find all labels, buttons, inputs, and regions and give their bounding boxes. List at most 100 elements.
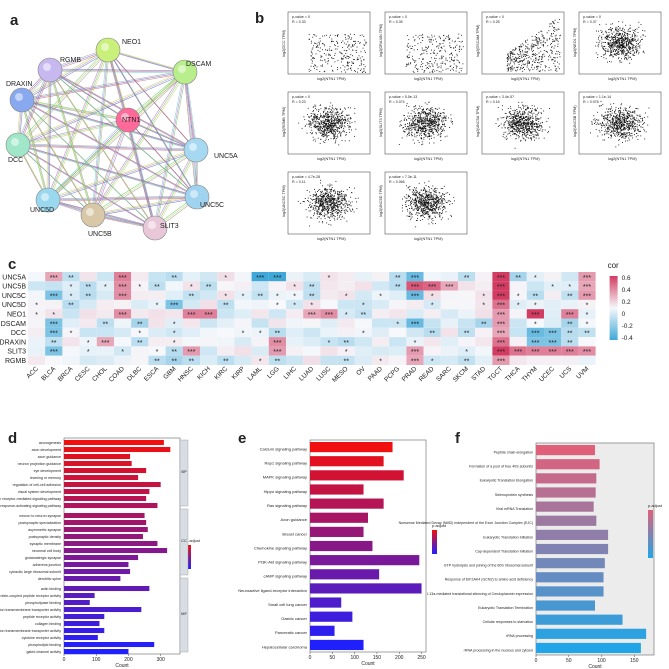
scatter-point (630, 37, 632, 39)
scatter-point (426, 117, 428, 119)
scatter-point (339, 210, 341, 212)
scatter-point (537, 119, 539, 121)
scatter-point (637, 129, 639, 131)
scatter-point (332, 122, 334, 124)
scatter-point (345, 38, 347, 40)
scatter-point (520, 44, 522, 46)
scatter-point (312, 139, 314, 141)
scatter-point (518, 124, 520, 126)
scatter-point (412, 122, 414, 124)
scatter-point (522, 123, 524, 125)
scatter-point (621, 42, 622, 44)
scatter-point (410, 48, 412, 50)
scatter-point (360, 51, 362, 53)
scatter-point (349, 44, 351, 46)
scatter-point (412, 120, 414, 122)
scatter-point (409, 122, 411, 124)
scatter-point (635, 136, 637, 138)
scatter-point (331, 112, 333, 114)
scatter-point (341, 190, 343, 192)
network-node-label: UNC5B (88, 231, 112, 238)
scatter-point (314, 205, 316, 207)
scatter-point (423, 125, 425, 127)
scatter-point (622, 35, 624, 37)
scatter-point (622, 49, 624, 51)
scatter-point (365, 41, 367, 43)
scatter-point (550, 69, 552, 71)
scatter-point (637, 40, 639, 42)
scatter-point (540, 42, 542, 44)
scatter-point (519, 131, 521, 133)
scatter-point (338, 194, 340, 196)
scatter-point (458, 71, 460, 73)
scatter-point (432, 129, 434, 131)
scatter-point (417, 120, 419, 122)
scatter-point (423, 128, 425, 130)
network-edge (108, 50, 198, 152)
scatter-point (550, 35, 552, 37)
scatter-point (532, 123, 534, 125)
scatter-point (621, 51, 623, 53)
scatter-point (419, 113, 421, 115)
network-edge (47, 49, 109, 201)
scatter-point (621, 52, 623, 54)
scatter-point (623, 34, 625, 36)
scatter-point (313, 208, 315, 210)
scatter-point (510, 125, 512, 127)
scatter-point (533, 61, 535, 63)
scatter-point (520, 113, 522, 115)
scatter-point (526, 129, 528, 131)
scatter-point (516, 112, 518, 114)
scatter-point (422, 123, 424, 125)
scatter-point (328, 200, 330, 202)
scatter-point (522, 121, 524, 123)
scatter-point (639, 44, 641, 46)
scatter-point (526, 132, 528, 134)
scatter-point (597, 111, 599, 113)
scatter-point (515, 56, 516, 58)
scatter-point (349, 107, 351, 109)
network-edge (46, 48, 108, 200)
scatter-point (442, 40, 444, 42)
scatter-point (334, 142, 336, 144)
scatter-point (520, 127, 522, 129)
scatter-point (522, 128, 524, 129)
scatter-point (635, 45, 637, 47)
scatter-point (330, 108, 332, 110)
scatter-point (617, 42, 618, 44)
scatter-point (516, 111, 518, 112)
scatter-point (551, 25, 553, 27)
scatter-point (417, 118, 419, 120)
scatter-point (314, 116, 316, 118)
scatter-point (554, 19, 556, 21)
scatter-point (347, 206, 349, 208)
scatter-point (312, 57, 314, 59)
scatter-point (343, 49, 345, 51)
scatter-point (308, 116, 309, 118)
scatter-point (636, 28, 638, 30)
scatter-point (621, 41, 623, 43)
scatter-point (339, 109, 341, 111)
scatter-point (425, 122, 427, 124)
scatter-point (343, 217, 345, 219)
scatter-point (415, 124, 417, 126)
scatter-point (341, 58, 342, 60)
scatter-point (327, 196, 329, 198)
scatter-point (344, 121, 346, 123)
scatter-point (342, 120, 344, 122)
scatter-point (519, 61, 521, 63)
scatter-point (324, 139, 326, 141)
scatter-point (331, 198, 333, 200)
scatter-point (329, 205, 331, 207)
scatter-point (420, 121, 421, 123)
scatter-point (596, 30, 598, 32)
scatter-point (623, 47, 625, 49)
scatter-point (525, 119, 527, 120)
scatter-point (601, 45, 603, 47)
scatter-point (523, 126, 525, 128)
scatter-point (331, 123, 333, 125)
scatter-point (617, 131, 619, 133)
scatter-point (421, 119, 423, 121)
scatter-point (330, 138, 332, 140)
scatter-point (421, 120, 423, 122)
